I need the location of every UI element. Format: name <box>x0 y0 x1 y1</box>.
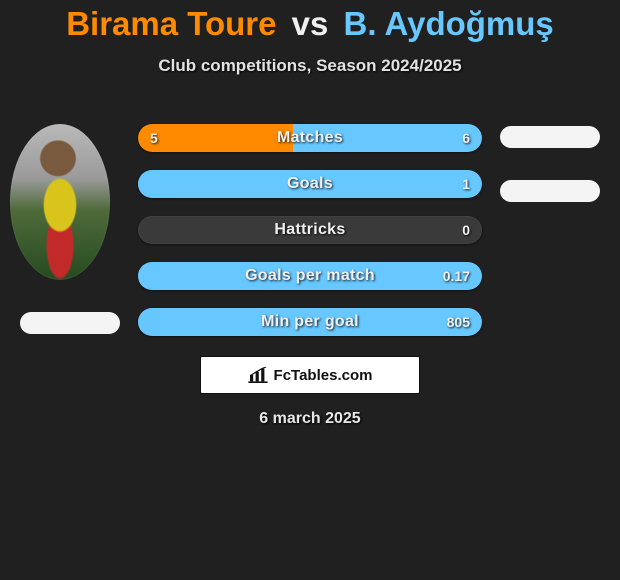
bar-chart-icon <box>248 367 268 383</box>
stat-bar: 56Matches <box>138 124 482 152</box>
stat-bar: 1Goals <box>138 170 482 198</box>
stat-label: Min per goal <box>138 308 482 336</box>
stat-bar: 805Min per goal <box>138 308 482 336</box>
player2-name-pill <box>500 126 600 148</box>
stat-bar: 0.17Goals per match <box>138 262 482 290</box>
subtitle: Club competitions, Season 2024/2025 <box>0 56 620 76</box>
player2-flag-pill <box>500 180 600 202</box>
brand-box: FcTables.com <box>200 356 420 394</box>
stat-label: Matches <box>138 124 482 152</box>
player1-name: Birama Toure <box>66 5 276 42</box>
brand-text: FcTables.com <box>274 367 373 384</box>
player2-name: B. Aydoğmuş <box>344 5 554 42</box>
page-title: Birama Toure vs B. Aydoğmuş <box>0 0 620 42</box>
date-text: 6 march 2025 <box>0 410 620 428</box>
player1-name-pill <box>20 312 120 334</box>
stat-label: Goals per match <box>138 262 482 290</box>
comparison-card: Birama Toure vs B. Aydoğmuş Club competi… <box>0 0 620 580</box>
player1-avatar <box>10 124 110 280</box>
stat-label: Goals <box>138 170 482 198</box>
vs-text: vs <box>292 5 329 42</box>
stat-bar: 0Hattricks <box>138 216 482 244</box>
stat-bars: 56Matches 1Goals 0Hattricks 0.17Goals per m… <box>138 124 482 354</box>
stat-label: Hattricks <box>138 216 482 244</box>
